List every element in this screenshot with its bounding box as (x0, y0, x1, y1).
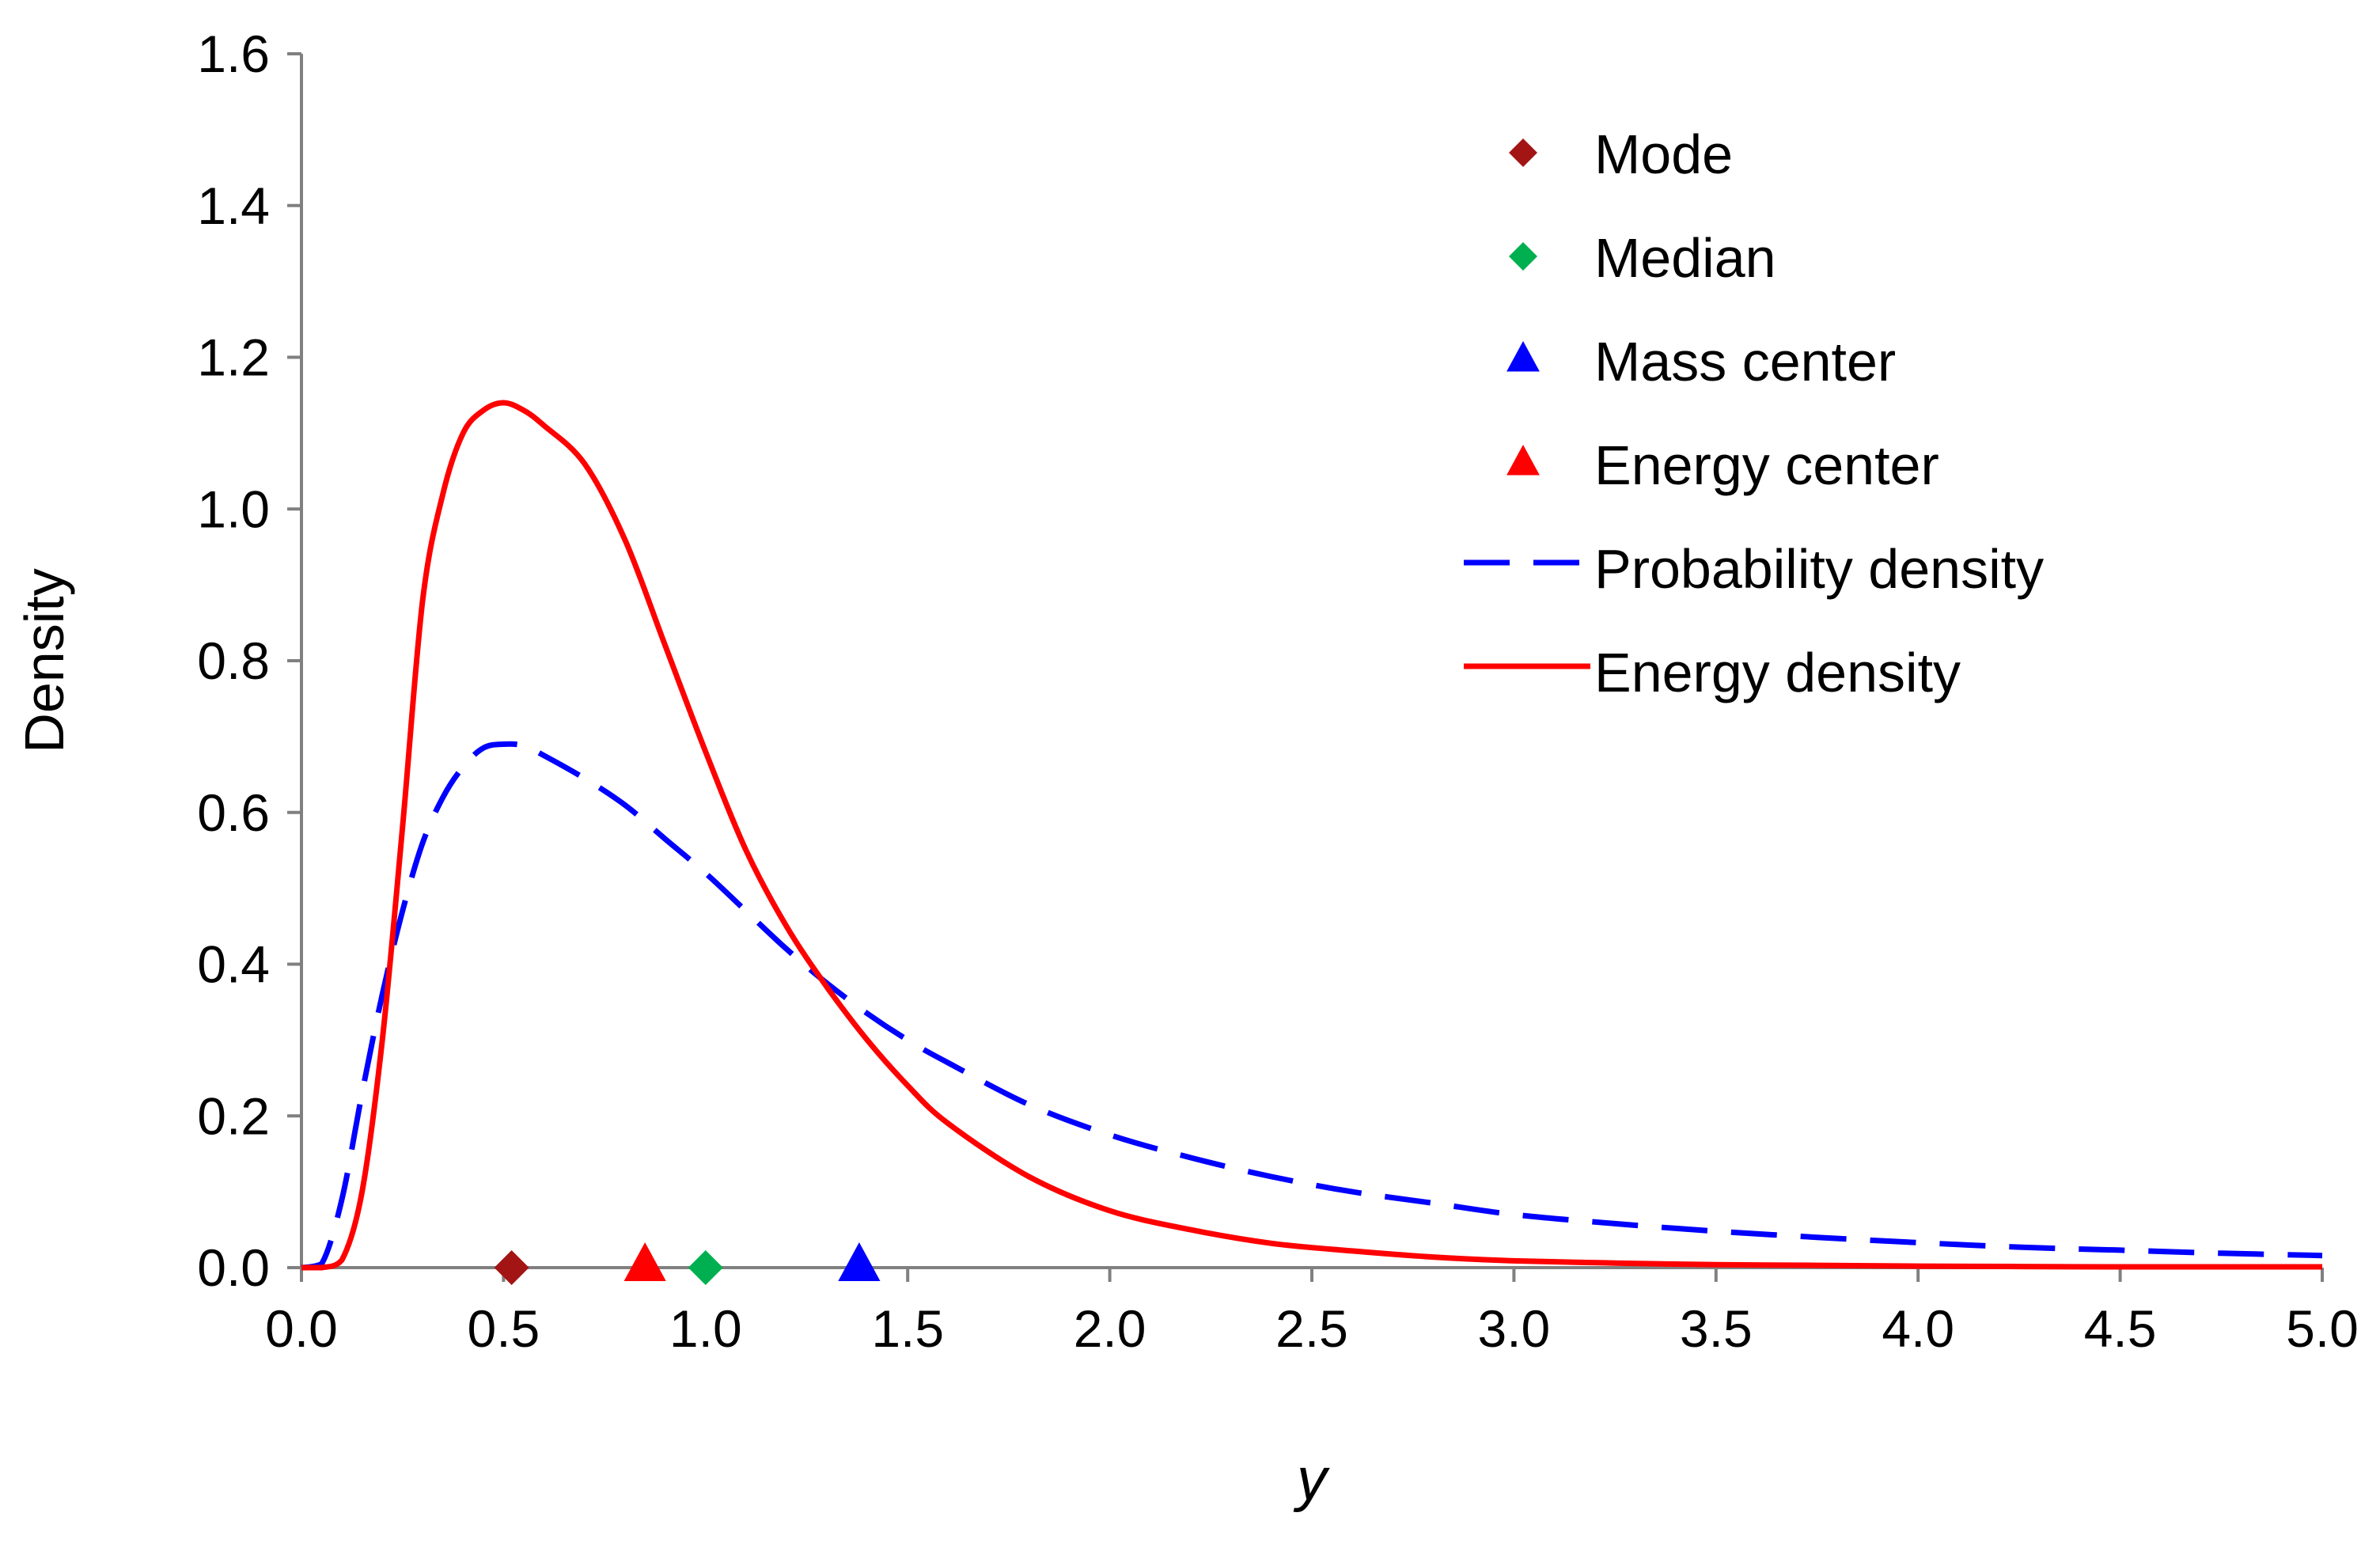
markers (494, 1242, 881, 1285)
x-axis-title: y (1293, 1446, 1330, 1513)
legend-mode-symbol (1509, 138, 1537, 167)
y-tick-label: 1.6 (197, 25, 270, 83)
legend-median-label: Median (1594, 227, 1776, 289)
x-tick-label: 2.0 (1074, 1299, 1146, 1358)
series (301, 400, 2323, 1271)
legend-mass-center-label: Mass center (1594, 331, 1896, 392)
mode-marker (494, 1250, 529, 1285)
energy-density-line (301, 400, 2322, 1271)
y-tick-label: 0.4 (197, 935, 270, 994)
y-tick-label: 0.6 (197, 783, 270, 842)
y-tick-label: 1.0 (197, 480, 270, 538)
y-axis-title: Density (13, 568, 75, 753)
x-axis-ticks: 0.0 0.5 1.0 1.5 2.0 2.5 3.0 3.5 4.0 4.5 5.0 (265, 1268, 2359, 1358)
x-tick-label: 5.0 (2286, 1299, 2359, 1358)
mass-center-marker (838, 1242, 881, 1281)
legend-energy-center-label: Energy center (1594, 434, 1939, 496)
axes: 0.0 0.5 1.0 1.5 2.0 2.5 3.0 3.5 4.0 4.5 5.0 0.0 0.2… (197, 25, 2359, 1358)
x-tick-label: 1.0 (669, 1299, 742, 1358)
x-tick-label: 4.5 (2084, 1299, 2157, 1358)
y-tick-label: 0.0 (197, 1238, 270, 1297)
y-tick-label: 0.2 (197, 1086, 270, 1145)
y-axis-ticks: 0.0 0.2 0.4 0.6 0.8 1.0 1.2 1.4 1.6 (197, 25, 301, 1297)
x-tick-label: 3.5 (1680, 1299, 1753, 1358)
legend-probability-density-label: Probability density (1594, 538, 2044, 600)
legend: Mode Median Mass center Energy center Probab… (1464, 123, 2044, 703)
x-tick-label: 1.5 (871, 1299, 944, 1358)
x-tick-label: 2.5 (1275, 1299, 1348, 1358)
x-tick-label: 3.0 (1478, 1299, 1551, 1358)
legend-mode-label: Mode (1594, 123, 1733, 185)
y-tick-label: 1.4 (197, 176, 270, 235)
legend-median-symbol (1509, 242, 1537, 271)
legend-mass-center-symbol (1506, 341, 1540, 372)
median-marker (688, 1250, 723, 1285)
energy-center-marker (623, 1242, 666, 1281)
x-tick-label: 0.5 (468, 1299, 540, 1358)
probability-density-line (301, 741, 2323, 1271)
x-tick-label: 4.0 (1882, 1299, 1954, 1358)
legend-energy-center-symbol (1506, 445, 1540, 476)
y-tick-label: 1.2 (197, 328, 270, 387)
y-tick-label: 0.8 (197, 631, 270, 690)
legend-energy-density-label: Energy density (1594, 642, 1961, 703)
x-tick-label: 0.0 (265, 1299, 338, 1358)
